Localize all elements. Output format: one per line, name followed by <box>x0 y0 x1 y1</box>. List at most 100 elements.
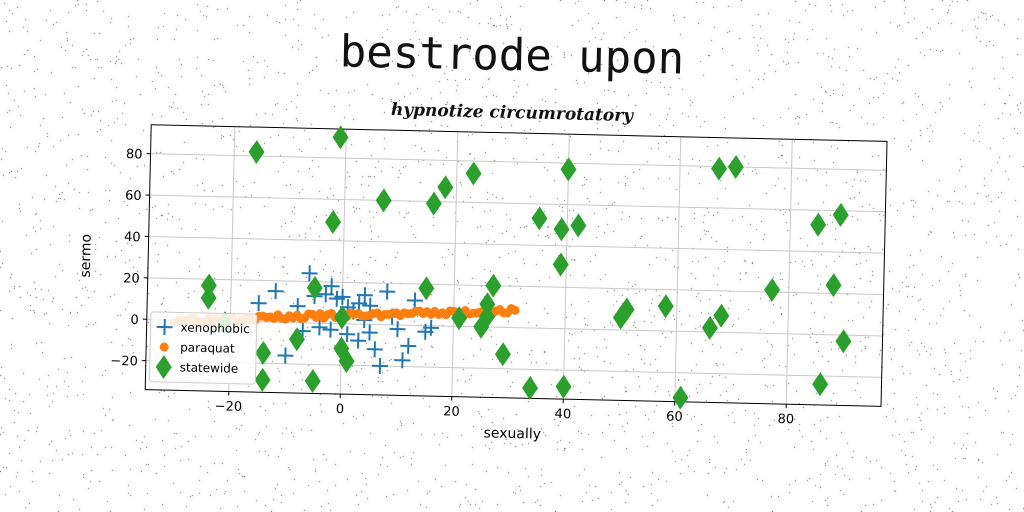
plot-frame <box>144 124 888 407</box>
data-point-xenophobic <box>323 278 340 295</box>
data-point-statewide <box>306 275 323 300</box>
data-point-statewide <box>701 315 718 340</box>
data-point-statewide <box>333 336 350 361</box>
data-point-statewide <box>494 342 511 367</box>
data-point-statewide <box>288 327 305 352</box>
legend-marker-paraquat <box>159 342 169 352</box>
y-tick-label: 40 <box>124 230 141 245</box>
y-tick-label: 0 <box>130 313 139 328</box>
data-point-statewide <box>835 329 852 354</box>
data-point-statewide <box>485 273 502 298</box>
grid <box>145 126 887 405</box>
data-point-xenophobic <box>361 324 378 341</box>
data-point-xenophobic <box>350 332 367 349</box>
grid-line-x <box>451 131 459 397</box>
grid-line-x <box>674 136 682 402</box>
grid-line-y <box>146 318 883 337</box>
data-point-xenophobic <box>356 287 373 304</box>
data-point-statewide <box>375 188 392 213</box>
data-point-statewide <box>711 156 728 181</box>
data-point-statewide <box>479 292 496 317</box>
grid-line-y <box>150 153 887 171</box>
data-point-statewide <box>338 349 355 374</box>
data-point-xenophobic <box>366 341 383 358</box>
data-point-statewide <box>552 252 569 277</box>
data-point-xenophobic <box>277 347 294 364</box>
data-point-statewide <box>418 276 435 301</box>
data-point-xenophobic <box>250 295 267 312</box>
data-point-statewide <box>560 157 577 182</box>
data-point-statewide <box>304 369 321 394</box>
y-tick-label: 20 <box>123 271 140 286</box>
grid-line-y <box>149 194 886 213</box>
data-point-statewide <box>325 210 342 235</box>
y-tick-label: 60 <box>125 189 142 204</box>
grid-line-y <box>145 360 882 378</box>
data-point-statewide <box>332 125 349 150</box>
data-point-statewide <box>200 273 217 298</box>
data-point-statewide <box>825 273 842 298</box>
x-tick-label: 80 <box>777 412 794 427</box>
data-point-statewide <box>473 314 490 339</box>
data-point-xenophobic <box>423 319 440 336</box>
data-point-statewide <box>672 385 689 410</box>
data-point-statewide <box>465 161 482 186</box>
legend-entry-xenophobic: xenophobic <box>156 319 250 336</box>
data-point-statewide <box>553 217 570 242</box>
data-point-statewide <box>657 294 674 319</box>
x-axis-label: sexually <box>483 425 541 442</box>
x-tick-label: 20 <box>443 404 460 419</box>
data-point-statewide <box>531 206 548 231</box>
data-point-statewide <box>248 139 265 164</box>
data-point-xenophobic <box>379 283 396 300</box>
x-tick-label: 60 <box>666 409 683 424</box>
data-point-xenophobic <box>311 319 328 336</box>
legend-marker-statewide <box>155 355 172 380</box>
data-point-statewide <box>570 213 587 238</box>
legend: xenophobic paraquat statewide <box>148 311 258 385</box>
data-point-xenophobic <box>317 286 334 303</box>
data-point-xenophobic <box>394 352 411 369</box>
data-point-xenophobic <box>389 321 406 338</box>
legend-entry-statewide: statewide <box>155 355 239 380</box>
data-point-xenophobic <box>339 326 356 343</box>
x-tick-label: 0 <box>336 402 345 417</box>
data-point-xenophobic <box>322 321 339 338</box>
data-point-statewide <box>522 376 539 401</box>
data-point-statewide <box>555 374 572 399</box>
data-point-xenophobic <box>301 265 318 282</box>
data-point-statewide <box>727 154 744 179</box>
data-point-statewide <box>810 212 827 237</box>
grid-line-x <box>785 139 793 405</box>
data-point-xenophobic <box>406 292 423 309</box>
legend-entry-paraquat: paraquat <box>159 340 235 356</box>
data-point-statewide <box>254 367 271 392</box>
y-axis-label: sermo <box>78 234 95 278</box>
data-point-statewide <box>255 340 272 365</box>
data-point-statewide <box>764 277 781 302</box>
data-point-statewide <box>437 175 454 200</box>
data-point-statewide <box>832 202 849 227</box>
data-point-xenophobic <box>267 283 284 300</box>
data-point-statewide <box>451 306 468 331</box>
legend-label-xenophobic: xenophobic <box>180 320 249 336</box>
y-tick-label: 80 <box>126 147 143 162</box>
x-tick-label: −20 <box>215 399 243 415</box>
x-tick-label: 40 <box>554 407 571 422</box>
legend-label-statewide: statewide <box>180 360 239 375</box>
data-point-xenophobic <box>334 288 351 305</box>
legend-box <box>148 311 258 385</box>
grid-line-y <box>147 277 884 296</box>
grid-line-y <box>148 235 885 254</box>
data-point-statewide <box>334 305 351 330</box>
data-point-xenophobic <box>400 337 417 354</box>
y-tick-label: −20 <box>110 354 138 370</box>
data-point-statewide <box>200 285 217 310</box>
data-point-xenophobic <box>371 357 388 374</box>
data-point-statewide <box>713 303 730 328</box>
legend-label-paraquat: paraquat <box>180 340 235 355</box>
axis-ticks: −20 0 20 40 60 80 −20 0 20 40 60 80 <box>110 147 794 427</box>
